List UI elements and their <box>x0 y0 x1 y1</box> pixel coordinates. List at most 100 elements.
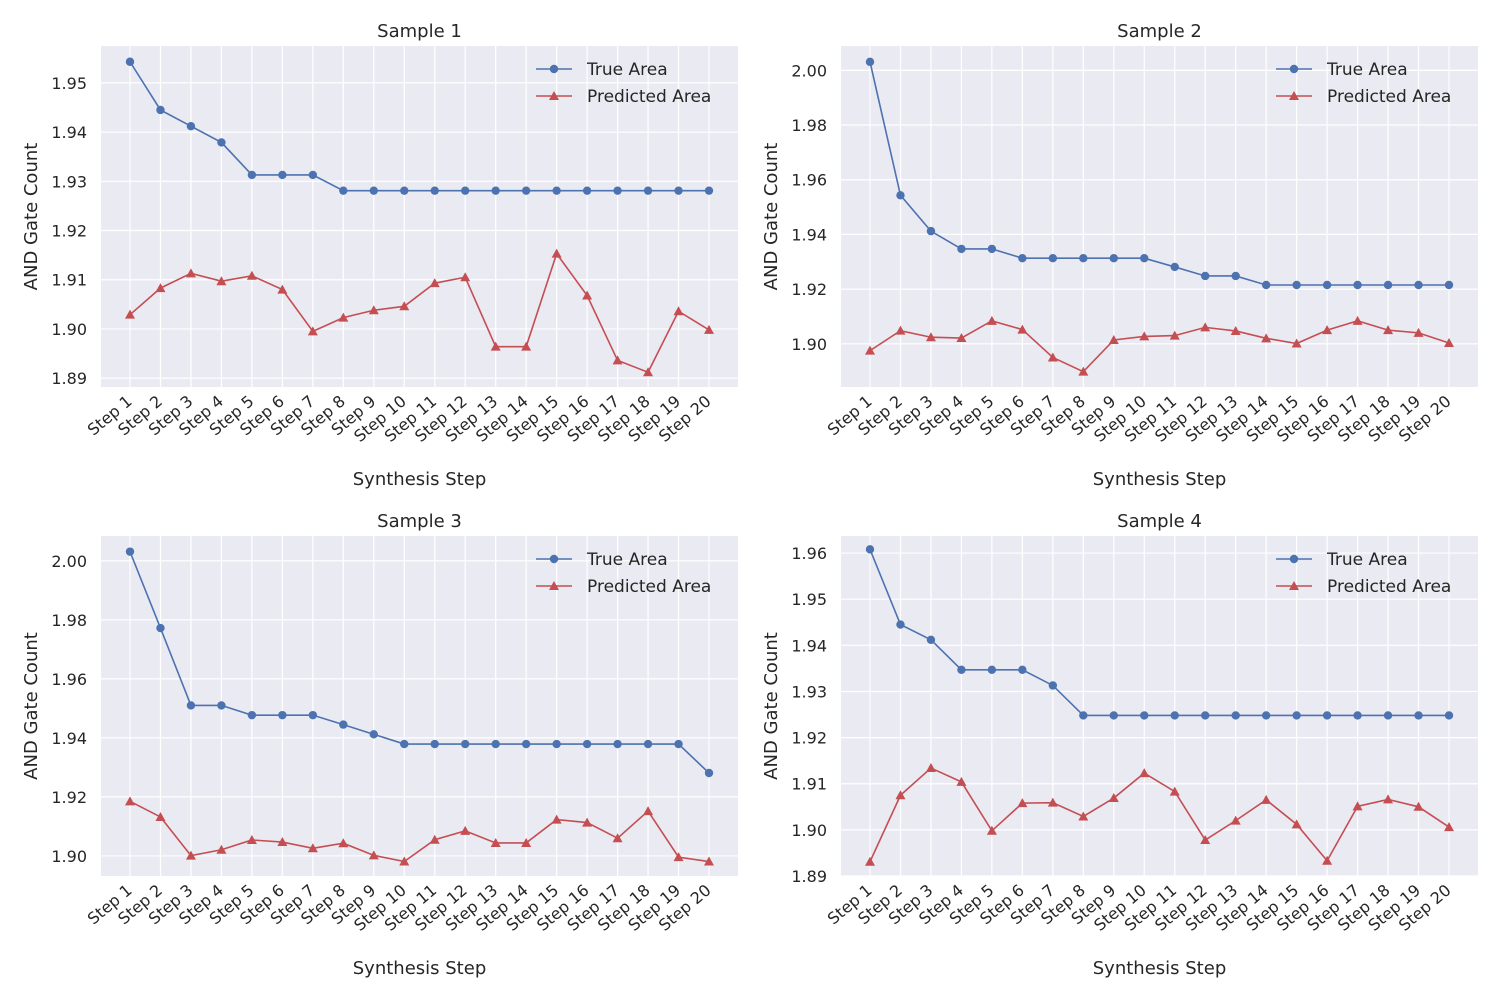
y-tick-label: 1.96 <box>51 670 87 689</box>
data-point <box>926 635 936 644</box>
legend-label: True Area <box>586 550 668 570</box>
data-point <box>399 856 410 866</box>
data-point <box>704 324 714 334</box>
legend-label: Predicted Area <box>1327 87 1451 107</box>
data-point <box>1140 711 1149 720</box>
series-line <box>129 551 710 774</box>
data-point <box>277 284 288 294</box>
y-tick-label: 1.89 <box>51 369 87 388</box>
data-point <box>1140 254 1149 263</box>
data-point <box>1352 801 1363 811</box>
data-point <box>400 186 409 195</box>
data-point <box>582 290 593 300</box>
series-line <box>869 319 1450 373</box>
y-tick-label: 1.90 <box>51 320 87 339</box>
series-line <box>129 61 709 192</box>
data-point <box>429 834 440 844</box>
data-point <box>704 186 714 195</box>
data-point <box>643 806 654 816</box>
legend-label: True Area <box>586 60 668 80</box>
data-point <box>1109 254 1118 263</box>
data-point <box>338 312 349 322</box>
plot-area <box>841 536 1478 876</box>
data-point <box>400 739 409 749</box>
legend-label: Predicted Area <box>587 87 711 107</box>
data-point <box>1292 711 1301 720</box>
data-point <box>987 244 997 254</box>
data-point <box>1444 822 1454 832</box>
data-point <box>1322 711 1332 720</box>
data-point <box>1017 798 1028 808</box>
y-tick-label: 1.94 <box>51 123 87 142</box>
data-point <box>956 776 967 786</box>
data-point <box>491 739 500 749</box>
data-point <box>307 326 318 336</box>
data-point <box>896 191 905 200</box>
data-point <box>895 790 906 800</box>
data-point <box>613 186 622 195</box>
y-tick-label: 1.89 <box>791 867 827 886</box>
data-point <box>896 620 905 629</box>
data-point <box>186 122 196 131</box>
data-point <box>521 341 532 351</box>
data-point <box>521 186 531 195</box>
data-point <box>1292 280 1301 290</box>
data-point <box>185 850 196 860</box>
data-point <box>612 355 623 365</box>
data-point <box>1322 855 1333 865</box>
data-point <box>551 248 562 258</box>
series-true-area <box>125 57 714 195</box>
data-point <box>247 710 257 720</box>
y-tick-label: 1.94 <box>51 729 87 748</box>
y-tick-label: 1.92 <box>51 788 87 807</box>
data-point <box>673 852 684 862</box>
series-predicted-area <box>865 315 1454 376</box>
data-point <box>1139 331 1150 341</box>
data-point <box>1048 254 1058 263</box>
data-point <box>125 547 135 556</box>
y-tick-label: 1.90 <box>791 821 827 840</box>
data-point <box>1322 280 1332 290</box>
series-predicted-area <box>125 796 714 866</box>
chart-title: Sample 3 <box>377 511 462 532</box>
legend-label: Predicted Area <box>1327 577 1451 597</box>
data-point <box>1018 254 1027 263</box>
data-point <box>1108 793 1119 803</box>
data-point <box>521 837 532 847</box>
data-point <box>704 856 714 866</box>
data-point <box>956 333 967 343</box>
data-point <box>1018 665 1027 674</box>
data-point <box>1444 280 1454 290</box>
y-tick-label: 2.00 <box>51 552 87 571</box>
series-line <box>869 767 1450 863</box>
data-point <box>865 545 875 554</box>
data-point <box>216 844 227 854</box>
data-point <box>278 170 287 180</box>
data-point <box>986 315 997 325</box>
y-tick-label: 1.90 <box>51 847 87 866</box>
y-tick-label: 1.92 <box>51 222 87 241</box>
legend-marker <box>1289 581 1299 590</box>
x-axis-label: Synthesis Step <box>353 469 487 490</box>
data-point <box>1079 711 1088 720</box>
y-tick-label: 1.95 <box>791 590 827 609</box>
data-point <box>399 301 410 311</box>
data-point <box>307 843 318 853</box>
y-tick-label: 1.96 <box>791 171 827 190</box>
data-point <box>1383 280 1393 290</box>
data-point <box>308 710 318 720</box>
data-point <box>865 345 875 355</box>
legend-marker <box>549 554 559 564</box>
data-point <box>490 837 501 847</box>
data-point <box>247 170 257 180</box>
data-point <box>1444 337 1454 347</box>
data-point <box>895 325 906 335</box>
data-point <box>1047 352 1058 362</box>
data-point <box>551 814 562 824</box>
data-point <box>1352 315 1363 325</box>
legend: True Area Predicted Area <box>1276 60 1451 107</box>
legend-marker <box>549 91 559 100</box>
data-point <box>1291 819 1302 829</box>
data-point <box>1444 711 1454 720</box>
